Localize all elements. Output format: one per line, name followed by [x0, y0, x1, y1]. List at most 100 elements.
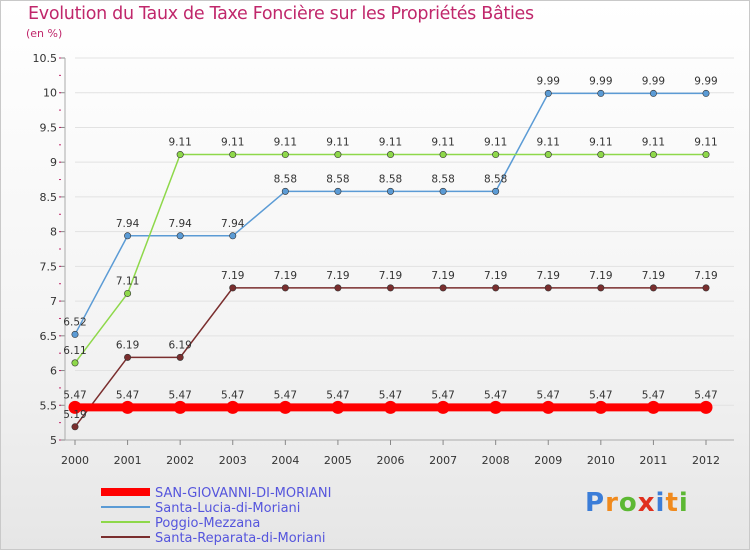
- x-tick-label: 2002: [166, 454, 194, 467]
- series-line: [74, 153, 706, 364]
- data-point: [331, 400, 345, 414]
- data-point: [281, 284, 289, 292]
- data-label: 7.19: [431, 270, 454, 282]
- data-point: [281, 187, 289, 195]
- data-label: 5.47: [116, 389, 139, 401]
- data-point: [226, 400, 240, 414]
- data-point: [124, 232, 132, 240]
- data-point: [334, 284, 342, 292]
- data-point: [649, 151, 657, 159]
- data-point: [386, 187, 394, 195]
- data-point: [702, 89, 710, 97]
- data-point: [176, 232, 184, 240]
- x-tick-label: 2012: [692, 454, 720, 467]
- data-point: [439, 151, 447, 159]
- data-label: 9.99: [694, 75, 717, 87]
- data-point: [492, 187, 500, 195]
- y-tick-label: 7: [50, 295, 57, 308]
- data-point: [71, 423, 79, 431]
- data-point: [702, 284, 710, 292]
- data-point: [68, 400, 82, 414]
- x-tick-label: 2006: [377, 454, 405, 467]
- data-point: [436, 400, 450, 414]
- proxiti-logo: Proxiti: [585, 488, 689, 518]
- data-point: [544, 89, 552, 97]
- x-tick-label: 2009: [534, 454, 562, 467]
- x-tick-label: 2007: [429, 454, 457, 467]
- x-tick-label: 2010: [587, 454, 615, 467]
- legend-label: SAN-GIOVANNI-DI-MORIANI: [155, 486, 331, 501]
- data-point: [71, 359, 79, 367]
- data-point: [176, 151, 184, 159]
- data-point: [544, 284, 552, 292]
- legend-label: Santa-Lucia-di-Moriani: [155, 501, 300, 516]
- data-label: 6.11: [63, 345, 86, 357]
- data-label: 8.58: [326, 173, 349, 185]
- data-label: 9.11: [379, 137, 402, 149]
- data-label: 5.47: [694, 389, 717, 401]
- data-label: 5.47: [379, 389, 402, 401]
- data-point: [597, 284, 605, 292]
- data-label: 7.19: [379, 270, 402, 282]
- chart-subtitle: (en %): [26, 27, 63, 40]
- data-point: [334, 151, 342, 159]
- data-point: [278, 400, 292, 414]
- y-tick-label: 9.5: [40, 121, 58, 134]
- x-tick-label: 2005: [324, 454, 352, 467]
- data-point: [649, 284, 657, 292]
- data-point: [492, 151, 500, 159]
- y-tick-label: 8: [50, 226, 57, 239]
- y-tick-label: 8.5: [40, 191, 58, 204]
- data-point: [597, 89, 605, 97]
- data-label: 5.47: [537, 389, 560, 401]
- legend-label: Santa-Reparata-di-Moriani: [155, 531, 325, 546]
- data-point: [121, 400, 135, 414]
- data-label: 7.94: [116, 218, 140, 230]
- data-point: [492, 284, 500, 292]
- data-label: 8.58: [431, 173, 454, 185]
- data-label: 9.11: [589, 137, 612, 149]
- data-label: 7.19: [589, 270, 612, 282]
- data-point: [124, 289, 132, 297]
- data-label: 9.11: [221, 137, 244, 149]
- x-tick-label: 2011: [639, 454, 667, 467]
- y-tick-label: 5.5: [40, 399, 58, 412]
- data-label: 7.19: [537, 270, 560, 282]
- data-label: 8.58: [379, 173, 402, 185]
- data-point: [699, 400, 713, 414]
- data-label: 7.19: [694, 270, 717, 282]
- data-label: 5.19: [63, 409, 86, 421]
- data-point: [702, 151, 710, 159]
- data-point: [281, 151, 289, 159]
- data-label: 9.11: [537, 137, 560, 149]
- data-label: 9.99: [642, 75, 665, 87]
- data-point: [229, 284, 237, 292]
- x-tick-label: 2000: [61, 454, 89, 467]
- y-tick-label: 6: [50, 365, 57, 378]
- data-label: 5.47: [642, 389, 665, 401]
- y-tick-label: 10: [43, 87, 57, 100]
- data-label: 6.19: [116, 339, 139, 351]
- series-points: [68, 89, 713, 431]
- data-point: [646, 400, 660, 414]
- x-tick-label: 2003: [219, 454, 247, 467]
- data-label: 9.11: [274, 137, 297, 149]
- data-label: 5.47: [168, 389, 191, 401]
- data-label: 5.47: [274, 389, 297, 401]
- data-label: 8.58: [274, 173, 297, 185]
- data-label: 8.58: [484, 173, 507, 185]
- data-point: [386, 151, 394, 159]
- data-point: [544, 151, 552, 159]
- x-tick-label: 2008: [482, 454, 510, 467]
- data-point: [176, 353, 184, 361]
- data-point: [439, 284, 447, 292]
- data-point: [124, 353, 132, 361]
- data-label: 7.19: [484, 270, 507, 282]
- logo-letter: i: [655, 488, 666, 518]
- data-label: 7.94: [221, 218, 245, 230]
- y-tick-label: 6.5: [40, 330, 58, 343]
- data-point: [71, 330, 79, 338]
- y-tick-label: 5: [50, 434, 57, 447]
